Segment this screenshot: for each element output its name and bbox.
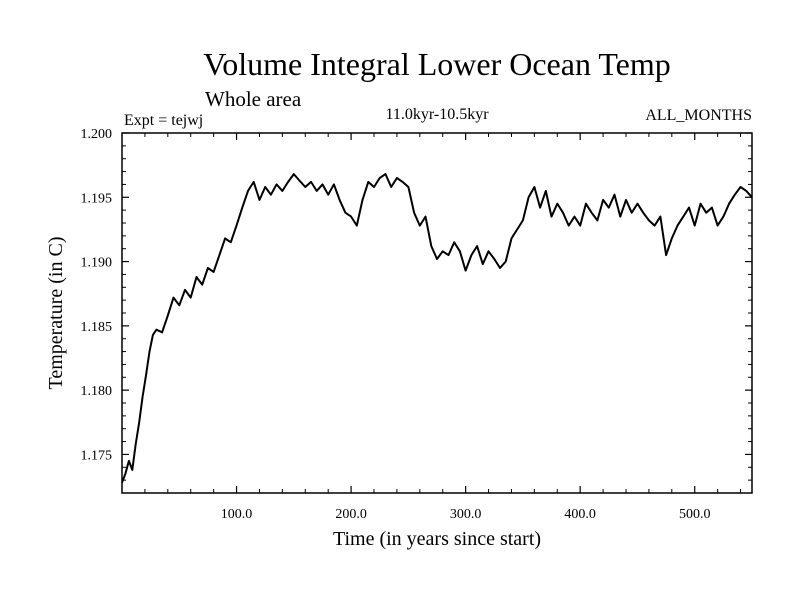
- x-tick-label: 400.0: [564, 507, 596, 522]
- x-axis-ticks: [144, 133, 742, 493]
- x-tick-label: 100.0: [221, 507, 253, 522]
- y-tick-label: 1.200: [81, 127, 113, 142]
- y-tick-label: 1.190: [81, 256, 113, 271]
- x-axis-tick-labels: 100.0 200.0 300.0 400.0 500.0: [221, 507, 711, 522]
- y-tick-label: 1.185: [81, 320, 113, 335]
- plot-frame: [121, 132, 753, 494]
- months-label: ALL_MONTHS: [645, 107, 752, 124]
- series-layer: [121, 173, 753, 484]
- chart-subtitle: Whole area: [205, 87, 302, 111]
- x-tick-label: 500.0: [679, 507, 711, 522]
- y-axis-tick-labels: 1.175 1.180 1.185 1.190 1.195 1.200: [81, 127, 113, 463]
- y-axis-ticks: [122, 132, 752, 481]
- y-tick-label: 1.180: [81, 384, 113, 399]
- x-tick-label: 200.0: [335, 507, 367, 522]
- period-label: 11.0kyr-10.5kyr: [385, 106, 489, 123]
- series-line: [121, 173, 753, 484]
- chart-title: Volume Integral Lower Ocean Temp: [203, 46, 671, 82]
- y-axis-label: Temperature (in C): [45, 237, 67, 390]
- y-tick-label: 1.195: [81, 191, 113, 206]
- x-tick-label: 300.0: [450, 507, 482, 522]
- x-axis-label: Time (in years since start): [333, 528, 541, 550]
- experiment-label: Expt = tejwj: [124, 112, 203, 129]
- y-tick-label: 1.175: [81, 448, 113, 463]
